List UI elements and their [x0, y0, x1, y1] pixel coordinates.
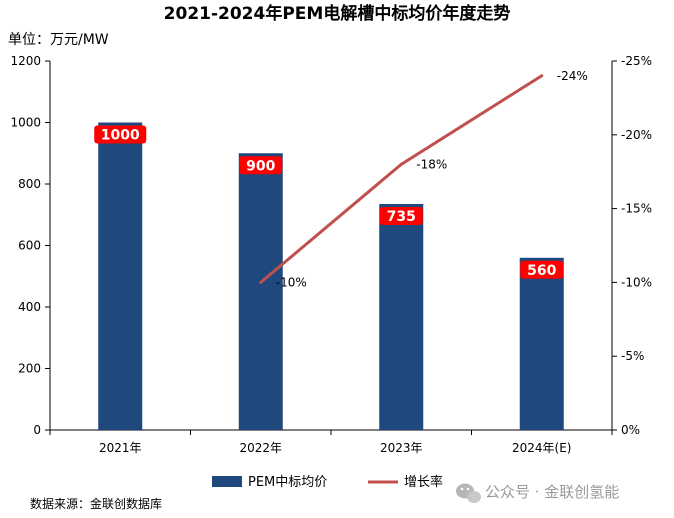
y-left-tick-label: 400: [18, 300, 41, 314]
bar-value-badge: [379, 206, 423, 225]
y-left-tick-label: 1200: [10, 54, 41, 68]
growth-value-label: -10%: [276, 275, 307, 289]
x-tick-label: 2022年: [239, 441, 282, 455]
bar-value-badge: [94, 125, 147, 144]
unit-label: 单位：万元/MW: [8, 32, 109, 48]
bar-value-badge: [239, 156, 283, 175]
growth-line-series: [259, 74, 544, 284]
y-right-tick-label: -20%: [621, 128, 652, 142]
bar-value-label: 1000: [101, 128, 140, 144]
bar-series: [98, 122, 564, 430]
bar: [238, 153, 283, 430]
chart-title: 2021-2024年PEM电解槽中标均价年度走势: [164, 3, 511, 24]
legend-swatch-bar: [212, 476, 242, 487]
x-tick-label: 2021年: [99, 441, 142, 455]
growth-point: [259, 280, 263, 284]
y-left-tick-label: 600: [18, 239, 41, 253]
legend-label-line: 增长率: [404, 474, 443, 490]
bar-value-label: 560: [527, 263, 556, 279]
bar: [98, 122, 143, 430]
bar: [379, 203, 424, 430]
bar-value-label: 900: [246, 158, 275, 174]
legend: PEM中标均价 增长率: [212, 474, 443, 490]
wechat-brand: 公众号 · 金联创氢能: [456, 483, 619, 503]
growth-value-label: -24%: [557, 69, 588, 83]
y-right-tick-label: -5%: [621, 349, 644, 363]
growth-value-label: -18%: [416, 157, 447, 171]
y-right-tick-label: -25%: [621, 54, 652, 68]
bar: [519, 257, 564, 430]
y-right-tick-label: -10%: [621, 275, 652, 289]
x-tick-label: 2023年: [380, 441, 423, 455]
x-tick-label: 2024年(E): [512, 441, 572, 455]
y-right-tick-label: 0%: [621, 423, 640, 437]
y-left-tick-label: 1000: [10, 116, 41, 130]
y-right-tick-label: -15%: [621, 202, 652, 216]
data-labels: 1000 900 735 560 -10% -18% -24%: [94, 69, 588, 289]
growth-point: [399, 162, 403, 166]
growth-point: [540, 74, 544, 78]
y-left-tick-label: 0: [33, 423, 41, 437]
brand-text: 公众号 · 金联创氢能: [485, 483, 619, 501]
legend-label-bar: PEM中标均价: [248, 475, 327, 490]
axes: 0 200 400 600 800 1000 1200 0% -5% -10% -15% -20% -2…: [10, 54, 652, 455]
bar-value-badge: [520, 260, 564, 279]
source-note: 数据来源：金联创数据库: [30, 496, 162, 511]
y-left-tick-label: 800: [18, 177, 41, 191]
y-left-tick-label: 200: [18, 362, 41, 376]
wechat-icon: [456, 483, 481, 503]
bar-value-label: 735: [387, 209, 416, 225]
